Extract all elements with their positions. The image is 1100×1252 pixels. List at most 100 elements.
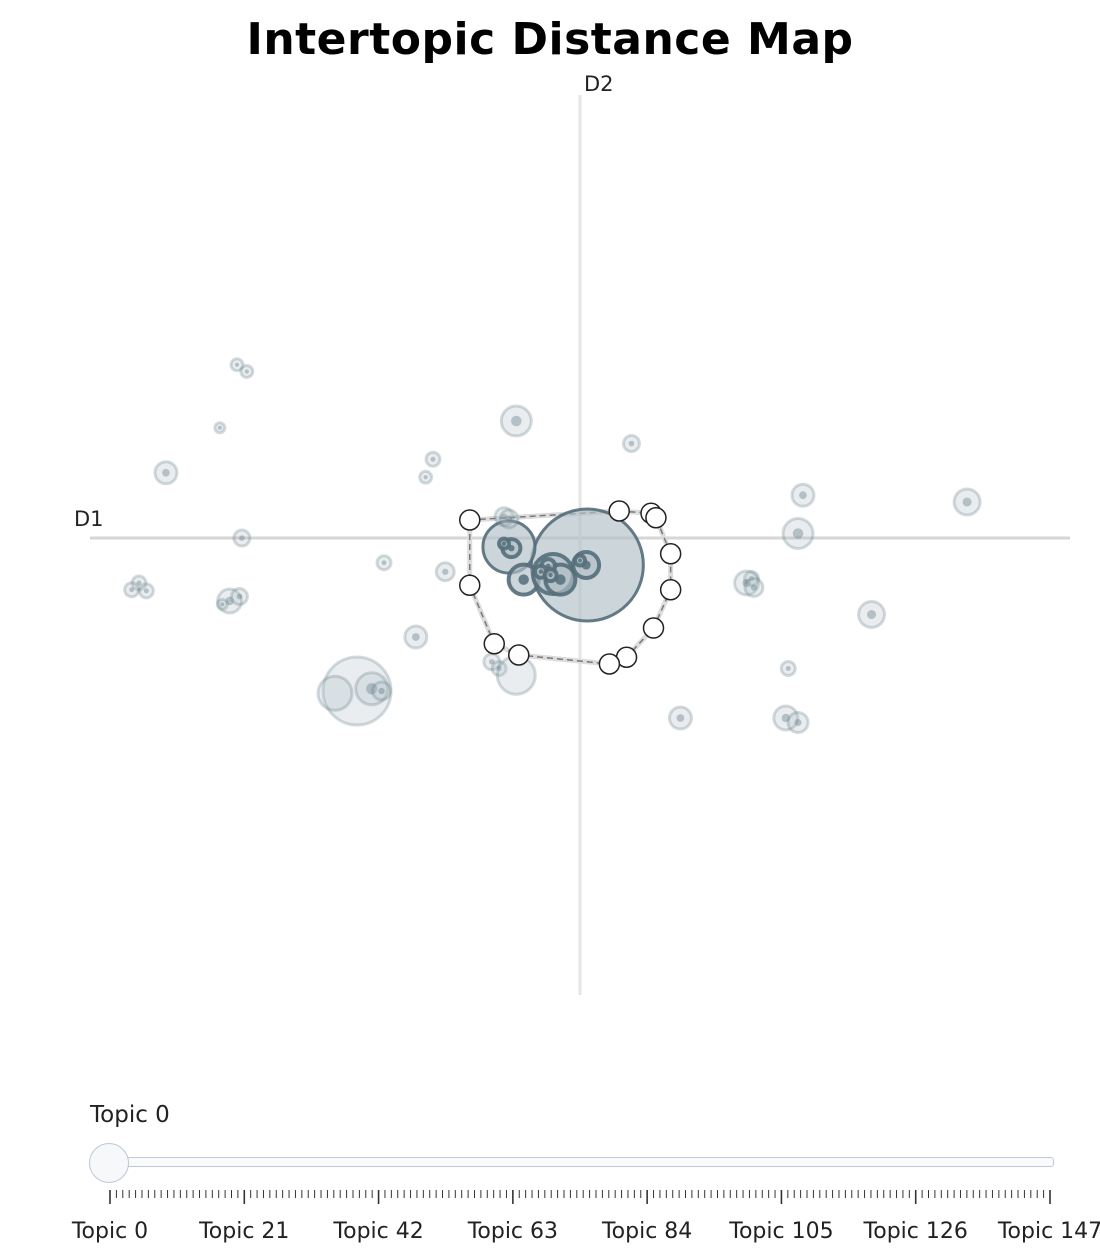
topic-bubble-core bbox=[799, 491, 807, 500]
topic-bubble[interactable] bbox=[418, 469, 434, 485]
topic-bubble-core bbox=[750, 584, 758, 591]
topic-bubble[interactable] bbox=[772, 704, 800, 732]
topic-bubble[interactable] bbox=[371, 680, 393, 702]
topic-bubble[interactable] bbox=[137, 582, 155, 600]
slider-tick-label: Topic 0 bbox=[71, 1219, 148, 1244]
topic-bubble-core bbox=[244, 369, 249, 374]
topic-bubble-core bbox=[136, 580, 142, 586]
topic-bubble-core bbox=[792, 528, 804, 539]
topic-bubble-core bbox=[676, 714, 685, 722]
topic-bubble[interactable] bbox=[375, 554, 393, 572]
topic-bubble[interactable] bbox=[434, 561, 456, 583]
topic-bubble[interactable] bbox=[781, 517, 815, 550]
topic-bubble[interactable] bbox=[743, 570, 760, 587]
topic-bubble-core bbox=[162, 468, 170, 477]
topic-bubble[interactable] bbox=[743, 577, 765, 598]
d2-axis-label: D2 bbox=[584, 72, 614, 96]
topic-bubble-core bbox=[225, 596, 234, 606]
topic-bubble-core bbox=[217, 425, 222, 430]
topic-bubble-core bbox=[781, 713, 790, 723]
topic-bubble[interactable] bbox=[490, 660, 508, 677]
topic-bubble[interactable] bbox=[239, 364, 255, 379]
slider-tick-label: Topic 84 bbox=[601, 1219, 692, 1244]
topic-bubble[interactable] bbox=[321, 655, 393, 727]
topic-bubble[interactable] bbox=[229, 587, 249, 606]
topic-bubble-core bbox=[962, 497, 972, 507]
slider-tick-label: Topic 126 bbox=[863, 1219, 968, 1244]
topic-bubble-core bbox=[496, 666, 502, 671]
topic-bubble[interactable] bbox=[493, 506, 515, 528]
topic-bubbles[interactable] bbox=[123, 357, 982, 734]
topic-bubble-core bbox=[867, 609, 877, 620]
topic-bubble[interactable] bbox=[499, 404, 533, 438]
topic-bubble[interactable] bbox=[621, 434, 641, 453]
hull-vertex-handle[interactable] bbox=[608, 500, 630, 522]
topic-bubble[interactable] bbox=[123, 581, 141, 599]
topic-bubble[interactable] bbox=[153, 460, 179, 486]
topic-bubble[interactable] bbox=[779, 660, 797, 677]
topic-bubble[interactable] bbox=[424, 450, 442, 468]
hull-vertex-handle[interactable] bbox=[483, 633, 505, 655]
slider-tick-label: Topic 147 bbox=[997, 1219, 1100, 1244]
scatter-plot[interactable]: D1 D2 bbox=[0, 0, 1100, 1060]
hull-vertex-handle[interactable] bbox=[508, 644, 530, 666]
hull-vertex-handle[interactable] bbox=[459, 574, 481, 596]
slider-tick-label: Topic 21 bbox=[198, 1219, 289, 1244]
topic-bubble-core bbox=[442, 568, 449, 575]
topic-bubble-core bbox=[430, 456, 436, 462]
hull-vertex-handle[interactable] bbox=[642, 617, 665, 639]
hull-vertex-handle[interactable] bbox=[459, 509, 481, 531]
topic-bubble-core bbox=[505, 515, 513, 523]
slider-tick-label: Topic 105 bbox=[728, 1219, 833, 1244]
topic-bubble[interactable] bbox=[498, 508, 520, 530]
topic-bubble[interactable] bbox=[215, 597, 229, 611]
topic-bubble-core bbox=[538, 569, 543, 574]
topic-bubble-core bbox=[578, 558, 582, 563]
topic-bubble-core bbox=[749, 576, 754, 581]
topic-bubble[interactable] bbox=[130, 574, 148, 592]
topic-bubble[interactable] bbox=[316, 674, 354, 712]
slider-rail[interactable] bbox=[108, 1157, 1054, 1167]
topic-bubble-core bbox=[143, 588, 149, 594]
selection-hull-handles[interactable] bbox=[459, 500, 682, 675]
topic-bubble-core bbox=[129, 587, 135, 593]
topic-bubble-core bbox=[239, 535, 245, 541]
slider-ticks: Topic 0 Topic 21 Topic 42 Topic 63 Topic 84 T… bbox=[71, 1190, 1100, 1244]
topic-bubble[interactable] bbox=[786, 711, 810, 734]
topic-bubble[interactable] bbox=[229, 357, 245, 373]
topic-bubble-core bbox=[378, 687, 385, 695]
topic-bubble[interactable] bbox=[733, 569, 761, 597]
d1-axis-label: D1 bbox=[74, 507, 104, 531]
topic-bubble[interactable] bbox=[216, 587, 244, 615]
topic-bubble-core bbox=[412, 633, 420, 641]
topic-bubble-core bbox=[500, 513, 508, 520]
topic-bubble-core bbox=[236, 593, 243, 600]
topic-bubble-core bbox=[511, 415, 522, 427]
topic-bubble-core bbox=[785, 666, 791, 671]
topic-bubble[interactable] bbox=[667, 705, 693, 731]
topic-bubble-core bbox=[502, 541, 507, 546]
topic-bubble[interactable] bbox=[354, 671, 390, 707]
topic-bubble-core bbox=[518, 574, 529, 585]
hull-vertex-handle[interactable] bbox=[659, 579, 682, 601]
chart-title: Intertopic Distance Map bbox=[246, 14, 854, 65]
hull-vertex-handle[interactable] bbox=[645, 507, 667, 529]
topic-bubble[interactable] bbox=[403, 624, 429, 650]
slider-handle[interactable] bbox=[89, 1143, 129, 1183]
topic-bubble[interactable] bbox=[232, 528, 252, 548]
topic-bubble[interactable] bbox=[790, 482, 816, 508]
topic-bubble-core bbox=[548, 573, 553, 578]
hull-vertex-handle[interactable] bbox=[659, 543, 682, 565]
topic-bubble[interactable] bbox=[213, 421, 227, 435]
topic-slider[interactable]: Topic 0 Topic 0 Topic 21 Topic 42 Topic 63 T… bbox=[0, 1090, 1100, 1252]
slider-current-value: Topic 0 bbox=[90, 1102, 170, 1128]
topic-bubble-core bbox=[423, 475, 428, 480]
topic-bubble-core bbox=[628, 440, 635, 447]
topic-bubble[interactable] bbox=[857, 600, 887, 629]
topic-bubble-core bbox=[220, 602, 225, 607]
topic-bubble-core bbox=[742, 578, 751, 588]
hull-vertex-handle[interactable] bbox=[598, 653, 621, 675]
topic-bubble-core bbox=[366, 683, 378, 695]
topic-bubble[interactable] bbox=[952, 487, 982, 517]
slider-tick-label: Topic 42 bbox=[332, 1219, 423, 1244]
